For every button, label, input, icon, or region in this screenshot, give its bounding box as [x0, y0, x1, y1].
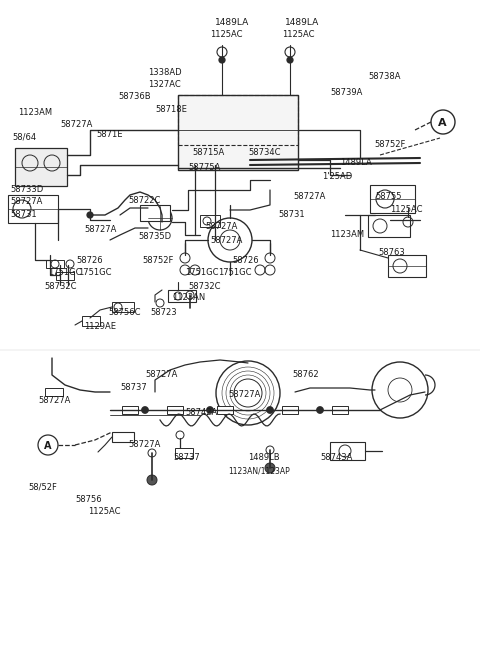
Bar [45, 388, 63, 396]
Text: 1751GC: 1751GC [78, 268, 111, 277]
Text: 1125AC: 1125AC [88, 507, 120, 516]
Circle shape [219, 57, 225, 63]
Bar [140, 205, 170, 221]
Bar [282, 406, 298, 414]
Bar [217, 406, 233, 414]
Circle shape [265, 463, 275, 473]
Text: 1751GC: 1751GC [48, 268, 82, 277]
Text: 1123AN/1123AP: 1123AN/1123AP [228, 466, 290, 475]
Circle shape [87, 212, 93, 218]
Text: 58727A: 58727A [38, 396, 71, 405]
Text: 58755: 58755 [375, 192, 401, 201]
Bar [8, 195, 58, 223]
Bar [330, 442, 365, 460]
Text: 58736B: 58736B [118, 92, 151, 101]
Text: 58727A: 58727A [205, 222, 238, 231]
Bar [175, 448, 193, 458]
Text: 58738A: 58738A [368, 72, 400, 81]
Text: 1'25AD: 1'25AD [322, 172, 352, 181]
Text: 58718E: 58718E [155, 105, 187, 114]
Bar [370, 185, 415, 213]
Circle shape [287, 57, 293, 63]
Text: 1123AM: 1123AM [330, 230, 364, 239]
Text: 58737: 58737 [173, 453, 200, 462]
Bar [200, 215, 220, 227]
Text: 1125AC: 1125AC [282, 30, 314, 39]
Text: 58726: 58726 [76, 256, 103, 265]
Circle shape [266, 407, 274, 413]
Text: 58727A: 58727A [60, 120, 92, 129]
Bar [368, 215, 410, 237]
Text: 58/52F: 58/52F [28, 482, 57, 491]
Text: 58727A: 58727A [128, 440, 160, 449]
Text: 1751GC: 1751GC [218, 268, 252, 277]
Text: 58762: 58762 [292, 370, 319, 379]
Text: 58727A: 58727A [145, 370, 178, 379]
Text: 58722C: 58722C [128, 196, 160, 205]
Text: 58739A: 58739A [330, 88, 362, 97]
Text: 58/64: 58/64 [12, 132, 36, 141]
Text: 58727A: 58727A [10, 197, 42, 206]
Text: 1489LB: 1489LB [248, 453, 280, 462]
Text: A: A [438, 118, 446, 128]
Text: 58727A: 58727A [210, 236, 242, 245]
Text: 58723: 58723 [150, 308, 177, 317]
Bar [388, 255, 426, 277]
Text: 1489LA: 1489LA [340, 158, 372, 167]
Text: 58756: 58756 [75, 495, 102, 504]
Text: 58726: 58726 [232, 256, 259, 265]
Text: 5871E: 5871E [96, 130, 122, 139]
Bar [46, 260, 64, 268]
Bar [167, 406, 183, 414]
Circle shape [142, 407, 148, 413]
Bar [56, 272, 74, 280]
Text: 58763: 58763 [378, 248, 405, 257]
Text: 1129AE: 1129AE [84, 322, 116, 331]
Text: 58752F: 58752F [142, 256, 173, 265]
Text: 1338AD: 1338AD [148, 68, 181, 77]
Text: 58727A: 58727A [84, 225, 116, 234]
Text: 58732C: 58732C [188, 282, 220, 291]
Text: 58732C: 58732C [44, 282, 76, 291]
Bar [168, 290, 196, 302]
Bar [15, 148, 67, 186]
Text: 1489LA: 1489LA [215, 18, 249, 27]
Text: 1125AC: 1125AC [390, 205, 422, 214]
Text: 1489LA: 1489LA [285, 18, 319, 27]
Bar [112, 302, 134, 312]
Circle shape [147, 475, 157, 485]
Text: 58756C: 58756C [108, 308, 141, 317]
Text: 58752F: 58752F [374, 140, 406, 149]
Bar [112, 432, 134, 442]
Text: 1751GC: 1751GC [185, 268, 218, 277]
Text: 1123AM: 1123AM [18, 108, 52, 117]
Text: 58775A: 58775A [188, 163, 220, 172]
Text: 58727A: 58727A [228, 390, 260, 399]
Text: 1327AC: 1327AC [148, 80, 181, 89]
Text: 58731: 58731 [10, 210, 36, 219]
Bar [332, 406, 348, 414]
Text: 58731: 58731 [278, 210, 305, 219]
Text: 58733D: 58733D [10, 185, 43, 194]
Text: 58743A: 58743A [320, 453, 352, 462]
Text: 58727A: 58727A [293, 192, 325, 201]
Circle shape [316, 407, 324, 413]
Text: 58742A: 58742A [185, 408, 217, 417]
Text: 1123AN: 1123AN [172, 293, 205, 302]
Text: 58715A: 58715A [192, 148, 224, 157]
Bar [178, 95, 298, 170]
Text: A: A [44, 441, 51, 451]
Text: 58735D: 58735D [138, 232, 171, 241]
Bar [122, 406, 138, 414]
Circle shape [206, 407, 214, 413]
Text: 58737: 58737 [120, 383, 147, 392]
Bar [82, 316, 100, 326]
Text: 1125AC: 1125AC [210, 30, 242, 39]
Text: 58734C: 58734C [248, 148, 280, 157]
